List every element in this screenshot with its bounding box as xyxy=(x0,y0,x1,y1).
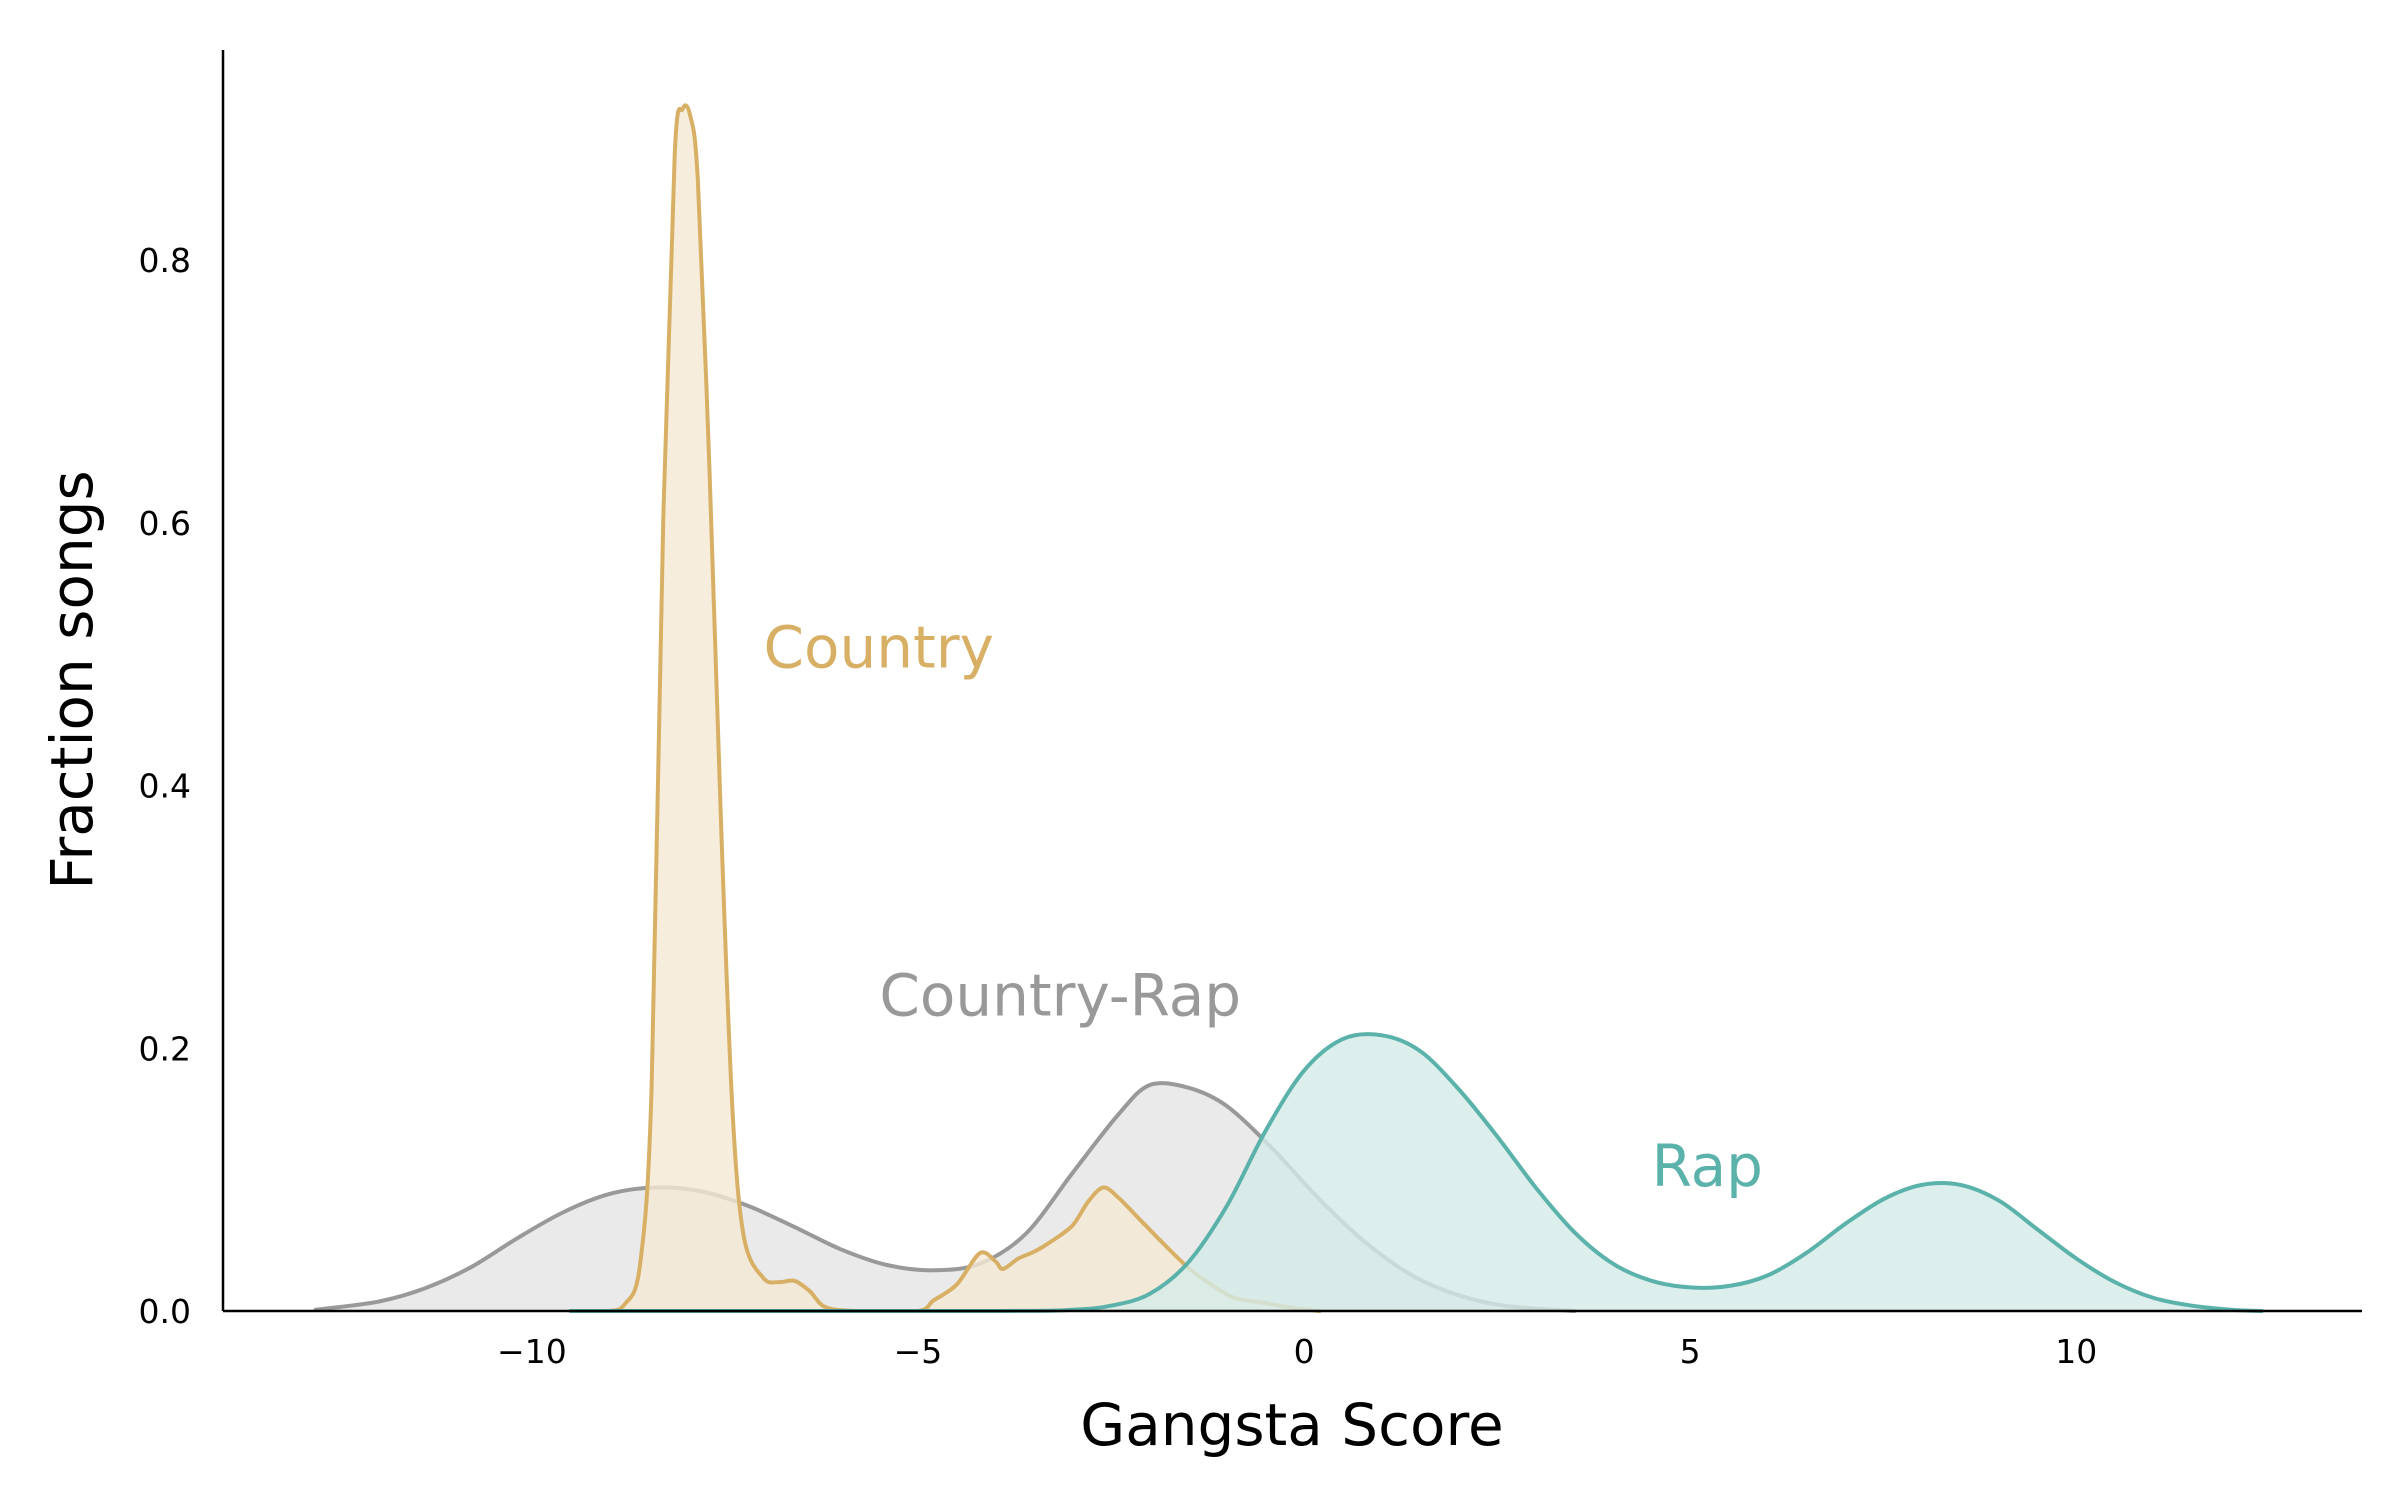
rap-area xyxy=(570,1034,2262,1311)
x-tick-label: 10 xyxy=(2055,1332,2097,1371)
rap-line xyxy=(568,1032,2264,1314)
country-line xyxy=(576,103,1322,1313)
rap-label: Rap xyxy=(1652,1132,1763,1200)
y-axis-title: Fraction songs xyxy=(38,470,106,889)
y-tick-label: 0.4 xyxy=(139,767,191,806)
y-tick-label: 0.0 xyxy=(139,1292,191,1331)
x-tick-label: −5 xyxy=(894,1332,943,1371)
axes-layer xyxy=(221,50,2362,1313)
country-label: Country xyxy=(764,613,994,681)
x-axis-title: Gangsta Score xyxy=(1080,1391,1503,1459)
x-tick-label: 5 xyxy=(1680,1332,1701,1371)
y-tick-label: 0.8 xyxy=(139,241,191,280)
ticks-layer: −10 −5 0 5 10 0.0 0.2 0.4 0.6 0.8 xyxy=(139,241,2098,1371)
labels-layer: Country-Rap Country Rap xyxy=(764,613,1763,1200)
x-tick-label: 0 xyxy=(1294,1332,1315,1371)
country-area xyxy=(578,105,1320,1311)
y-tick-label: 0.6 xyxy=(139,504,191,543)
series-layer xyxy=(313,103,2264,1314)
y-tick-label: 0.2 xyxy=(139,1029,191,1068)
x-tick-label: −10 xyxy=(497,1332,567,1371)
country-rap-label: Country-Rap xyxy=(879,961,1241,1029)
